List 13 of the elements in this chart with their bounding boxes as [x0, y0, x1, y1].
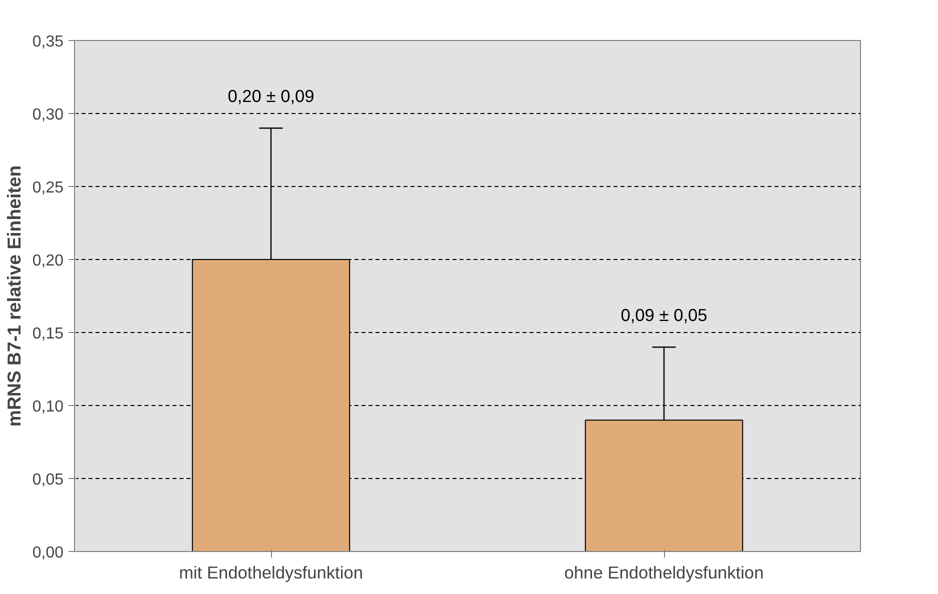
y-tick-label: 0,20	[32, 252, 64, 270]
annotation: 0,20 ± 0,09	[228, 86, 314, 106]
annotation: 0,09 ± 0,05	[620, 305, 708, 326]
x-tick-label: mit Endotheldysfunktion	[179, 562, 363, 582]
y-axis-title: mRNS B7-1 relative Einheiten	[3, 165, 24, 427]
x-tick-label: ohne Endotheldysfunktion	[564, 562, 764, 582]
y-tick-label: 0,30	[32, 106, 64, 124]
y-tick-label: 0,25	[32, 180, 64, 196]
y-tick-label: 0,35	[32, 34, 64, 50]
y-tick-label: 0,05	[32, 472, 64, 488]
y-tick-label: 0,10	[32, 398, 64, 416]
y-tick-label: 0,15	[32, 326, 64, 342]
y-tick-label: 0,00	[32, 544, 64, 562]
